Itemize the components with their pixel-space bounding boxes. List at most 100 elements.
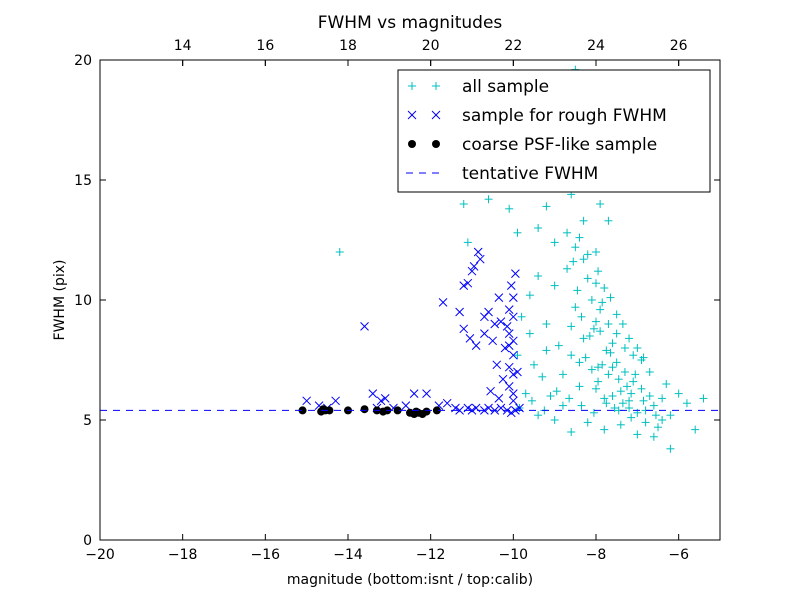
x-tick-label: −8 (586, 547, 607, 563)
all-sample-point (658, 416, 667, 424)
all-sample-point (463, 238, 472, 247)
all-sample-point (550, 238, 559, 247)
rough-sample-point (496, 317, 506, 326)
all-sample-point (629, 377, 638, 386)
all-sample-point (583, 250, 592, 259)
all-sample-point (538, 372, 547, 381)
psf-sample-point (325, 406, 334, 415)
rough-sample-point (498, 374, 508, 384)
all-sample-point (542, 320, 551, 328)
legend-frame (397, 69, 711, 193)
y-tick-label: 20 (74, 53, 92, 69)
all-sample-point (558, 370, 567, 379)
all-sample-point (691, 425, 700, 434)
top-x-tick-label: 26 (670, 38, 688, 54)
all-sample-point (620, 344, 629, 352)
all-sample-point (589, 408, 598, 417)
rough-sample-point (504, 305, 514, 314)
all-sample-point (530, 360, 538, 369)
all-sample-point (633, 344, 642, 352)
chart-title: FWHM vs magnitudes (318, 13, 503, 33)
y-tick-label: 0 (83, 533, 92, 549)
rough-sample-point (455, 307, 464, 317)
all-sample-point (625, 334, 634, 343)
rough-sample-point (475, 254, 485, 264)
rough-sample-point (486, 386, 495, 396)
all-sample-point (604, 320, 613, 328)
rough-sample-point (508, 293, 518, 302)
all-sample-point (596, 200, 605, 208)
all-sample-point (583, 418, 592, 427)
all-sample-point (616, 387, 625, 396)
all-sample-point (484, 195, 493, 204)
rough-sample-point (473, 247, 483, 257)
all-sample-point (641, 418, 650, 427)
all-sample-point (567, 428, 576, 436)
all-sample-point (631, 370, 640, 379)
all-sample-point (612, 310, 621, 319)
all-sample-point (459, 200, 468, 208)
x-tick-label: −18 (168, 547, 198, 563)
all-sample-point (612, 358, 621, 367)
all-sample-point (612, 329, 621, 338)
legend-label-rough-sample: sample for rough FWHM (462, 106, 667, 126)
all-sample-point (579, 334, 588, 343)
top-x-tick-label: 16 (256, 38, 274, 54)
all-sample-point (594, 377, 603, 386)
all-sample-point (623, 382, 631, 391)
top-x-tick-label: 24 (587, 38, 605, 54)
rough-sample-point (302, 396, 312, 406)
rough-sample-point (376, 396, 386, 406)
all-sample-point (674, 389, 683, 398)
all-sample-point (633, 430, 642, 439)
all-sample-point (649, 432, 658, 441)
rough-sample-point (511, 269, 520, 278)
all-sample-point (662, 380, 671, 388)
all-sample-point (594, 363, 603, 372)
rough-sample-point (504, 329, 514, 338)
rough-sample-point (438, 298, 448, 307)
all-sample-point (513, 351, 522, 360)
x-axis-title: magnitude (bottom:isnt / top:calib) (287, 572, 533, 588)
y-tick-label: 15 (74, 173, 92, 189)
rough-sample-point (494, 394, 504, 403)
all-sample-point (614, 375, 623, 384)
top-x-tick-label: 20 (422, 38, 440, 54)
all-sample-point (600, 394, 609, 403)
rough-sample-point (455, 406, 464, 415)
all-sample-point (604, 216, 613, 225)
all-sample-point (625, 404, 634, 412)
all-sample-point (552, 387, 561, 396)
rough-sample-point (459, 281, 469, 290)
all-sample-point (569, 257, 578, 266)
psf-sample-point (432, 406, 441, 415)
all-sample-point (699, 394, 708, 403)
all-sample-point (606, 348, 615, 357)
all-sample-point (505, 204, 514, 213)
all-sample-point (581, 353, 590, 362)
all-sample-point (550, 416, 559, 424)
all-sample-point (550, 281, 559, 290)
all-sample-point (645, 392, 654, 400)
rough-sample-point (511, 406, 520, 415)
top-x-tick-label: 18 (339, 38, 357, 54)
all-sample-point (666, 411, 675, 420)
all-sample-point (604, 370, 613, 379)
all-sample-point (637, 384, 646, 393)
rough-sample-point (480, 329, 489, 338)
rough-sample-point (502, 322, 512, 331)
all-sample-point (596, 305, 605, 314)
all-sample-point (627, 413, 636, 422)
rough-sample-point (508, 312, 518, 322)
rough-sample-point (380, 394, 390, 403)
all-sample-point (682, 399, 691, 408)
all-sample-point (577, 312, 586, 321)
x-tick-label: −14 (333, 547, 363, 563)
all-sample-point (534, 411, 543, 420)
all-sample-point (666, 444, 675, 453)
rough-sample-point (467, 406, 477, 415)
all-sample-point (575, 382, 584, 391)
rough-sample-point (467, 266, 477, 276)
all-sample-point (579, 255, 588, 264)
